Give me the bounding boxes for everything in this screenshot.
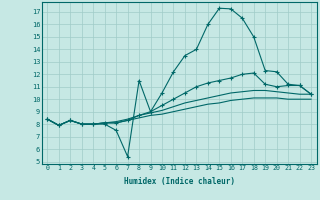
X-axis label: Humidex (Indice chaleur): Humidex (Indice chaleur) xyxy=(124,177,235,186)
